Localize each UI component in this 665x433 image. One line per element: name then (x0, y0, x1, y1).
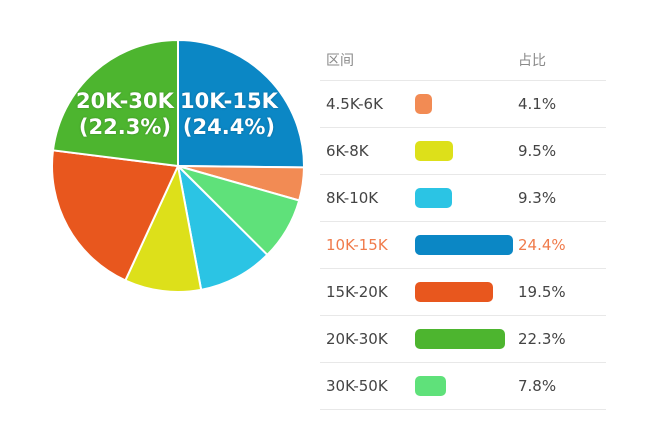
legend-percent-label: 19.5% (518, 283, 566, 301)
legend-percent-label: 7.8% (518, 377, 557, 395)
legend-range-label: 8K-10K (326, 189, 379, 207)
legend-bar-6k-8k (415, 141, 454, 161)
legend-table: 区间 占比 4.5K-6K 4.1% 6K-8K 9.5% 8K-10K 9.3% 10K-… (320, 36, 606, 410)
legend-row-8k-10k[interactable]: 8K-10K 9.3% (320, 175, 606, 222)
legend-bar-15k-20k (415, 282, 494, 302)
share-column-header: 占比 (518, 53, 546, 69)
legend-percent-label: 9.3% (518, 189, 557, 207)
legend-range-label: 4.5K-6K (326, 95, 383, 113)
legend-row-15k-20k[interactable]: 15K-20K 19.5% (320, 269, 606, 316)
legend-bar-8k-10k (415, 188, 453, 208)
pie-label-10k-15k: 10K-15K (24.4%) (180, 88, 278, 140)
legend-percent-label: 24.4% (518, 236, 566, 254)
pie-label-20k-30k-percent: (22.3%) (78, 115, 171, 139)
legend-range-label: 6K-8K (326, 142, 369, 160)
legend-table-header: 区间 占比 (320, 36, 606, 81)
legend-table-rows: 4.5K-6K 4.1% 6K-8K 9.5% 8K-10K 9.3% 10K-15K 24.… (320, 81, 606, 410)
legend-bar-20k-30k (415, 329, 505, 349)
pie-label-20k-30k: 20K-30K (22.3%) (76, 88, 174, 140)
legend-bar-10k-15k (415, 235, 513, 255)
pie-slice-8k-10k[interactable] (176, 163, 269, 292)
legend-row-10k-15k[interactable]: 10K-15K 24.4% (320, 222, 606, 269)
pie-slice-6k-8k[interactable] (124, 162, 203, 293)
pie-slice-10k-15k[interactable] (177, 38, 305, 169)
salary-pie-chart (51, 38, 306, 293)
legend-percent-label: 9.5% (518, 142, 557, 160)
legend-row-4.5k-6k[interactable]: 4.5K-6K 4.1% (320, 81, 606, 128)
legend-percent-label: 4.1% (518, 95, 557, 113)
pie-label-10k-15k-percent: (24.4%) (182, 115, 275, 139)
legend-row-20k-30k[interactable]: 20K-30K 22.3% (320, 316, 606, 363)
pie-slice-20k-30k[interactable] (51, 38, 179, 168)
legend-bar-30k-50k (415, 376, 447, 396)
range-column-header: 区间 (326, 53, 354, 69)
legend-bar-4.5k-6k (415, 94, 432, 114)
legend-range-label: 20K-30K (326, 330, 388, 348)
pie-slice-15k-20k[interactable] (51, 149, 180, 282)
legend-percent-label: 22.3% (518, 330, 566, 348)
legend-range-label: 10K-15K (326, 236, 388, 254)
pie-label-20k-30k-name: 20K-30K (76, 89, 174, 113)
legend-range-label: 15K-20K (326, 283, 388, 301)
legend-range-label: 30K-50K (326, 377, 388, 395)
legend-row-30k-50k[interactable]: 30K-50K 7.8% (320, 363, 606, 410)
legend-row-6k-8k[interactable]: 6K-8K 9.5% (320, 128, 606, 175)
pie-label-10k-15k-name: 10K-15K (180, 89, 278, 113)
